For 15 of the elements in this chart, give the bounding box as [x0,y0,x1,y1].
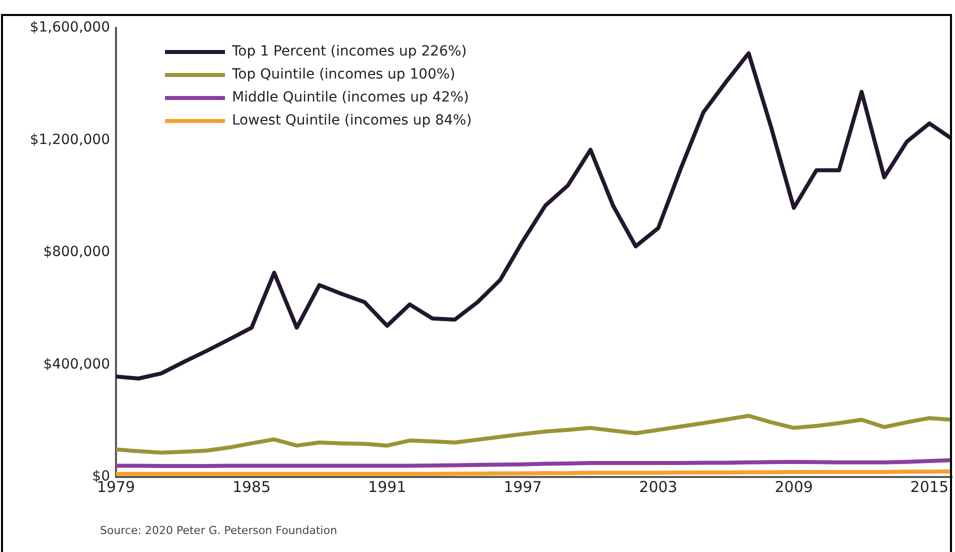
y-tick-label: $400,000 [43,356,110,372]
legend-label: Top 1 Percent (incomes up 226%) [231,44,467,60]
x-tick-label: 1985 [232,478,271,496]
x-tick-label: 2015 [910,478,948,496]
y-tick-label: $1,200,000 [30,132,110,148]
legend-label: Middle Quintile (incomes up 42%) [232,90,469,106]
x-tick-label: 2009 [774,478,813,496]
x-tick-label: 1991 [368,478,406,496]
y-tick-label: $1,600,000 [30,20,110,36]
x-tick-label: 2003 [639,478,678,496]
legend-label: Lowest Quintile (incomes up 84%) [232,112,472,129]
legend-label: Top Quintile (incomes up 100%) [231,66,456,83]
source-note: Source: 2020 Peter G. Peterson Foundation [100,524,338,537]
x-tick-label: 1997 [504,478,542,496]
y-tick-label: $800,000 [43,244,110,260]
